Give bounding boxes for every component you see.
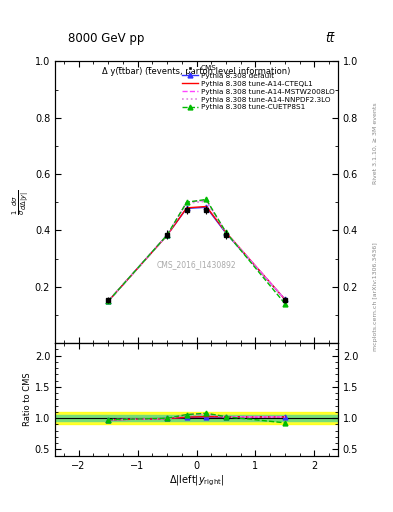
- Pythia 8.308 tune-A14-NNPDF2.3LO: [224, 229, 228, 236]
- Pythia 8.308 tune-CUETP8S1: [224, 229, 228, 236]
- Bar: [55, 415, 338, 421]
- Bar: [55, 412, 338, 424]
- Pythia 8.308 tune-A14-CTEQL1: [184, 205, 189, 211]
- Text: tt̅: tt̅: [325, 32, 335, 45]
- Pythia 8.308 default: [184, 205, 189, 211]
- Y-axis label: Ratio to CMS: Ratio to CMS: [23, 373, 32, 426]
- Pythia 8.308 tune-A14-CTEQL1: [283, 296, 287, 303]
- Pythia 8.308 tune-A14-MSTW2008LO: [224, 229, 228, 236]
- Text: mcplots.cern.ch [arXiv:1306.3436]: mcplots.cern.ch [arXiv:1306.3436]: [373, 243, 378, 351]
- Pythia 8.308 default: [283, 296, 287, 303]
- Line: Pythia 8.308 tune-A14-NNPDF2.3LO: Pythia 8.308 tune-A14-NNPDF2.3LO: [108, 201, 285, 302]
- Pythia 8.308 tune-A14-NNPDF2.3LO: [165, 232, 169, 239]
- Pythia 8.308 default: [224, 230, 228, 237]
- Pythia 8.308 tune-A14-CTEQL1: [165, 232, 169, 239]
- Pythia 8.308 tune-A14-CTEQL1: [106, 298, 110, 305]
- Pythia 8.308 tune-CUETP8S1: [165, 232, 169, 238]
- Pythia 8.308 tune-A14-NNPDF2.3LO: [204, 198, 209, 204]
- Text: 8000 GeV pp: 8000 GeV pp: [68, 32, 144, 45]
- Pythia 8.308 tune-A14-CTEQL1: [224, 229, 228, 236]
- X-axis label: $\Delta|$left$|y_{\rm right}|$: $\Delta|$left$|y_{\rm right}|$: [169, 473, 224, 488]
- Line: Pythia 8.308 default: Pythia 8.308 default: [106, 205, 287, 304]
- Y-axis label: $\frac{1}{\sigma}\frac{d\sigma}{d\Delta|y|}$: $\frac{1}{\sigma}\frac{d\sigma}{d\Delta|…: [11, 189, 31, 215]
- Pythia 8.308 tune-CUETP8S1: [106, 298, 110, 305]
- Legend: CMS, Pythia 8.308 default, Pythia 8.308 tune-A14-CTEQL1, Pythia 8.308 tune-A14-M: CMS, Pythia 8.308 default, Pythia 8.308 …: [180, 63, 336, 112]
- Line: Pythia 8.308 tune-CUETP8S1: Pythia 8.308 tune-CUETP8S1: [106, 197, 287, 306]
- Pythia 8.308 tune-A14-NNPDF2.3LO: [184, 200, 189, 206]
- Pythia 8.308 tune-CUETP8S1: [184, 199, 189, 205]
- Pythia 8.308 tune-A14-MSTW2008LO: [165, 232, 169, 239]
- Line: Pythia 8.308 tune-A14-MSTW2008LO: Pythia 8.308 tune-A14-MSTW2008LO: [108, 200, 285, 302]
- Pythia 8.308 tune-CUETP8S1: [204, 196, 209, 202]
- Pythia 8.308 default: [204, 204, 209, 210]
- Pythia 8.308 tune-CUETP8S1: [283, 301, 287, 307]
- Pythia 8.308 tune-A14-MSTW2008LO: [184, 199, 189, 205]
- Text: CMS_2016_I1430892: CMS_2016_I1430892: [157, 260, 236, 269]
- Pythia 8.308 tune-A14-MSTW2008LO: [204, 197, 209, 203]
- Pythia 8.308 tune-A14-NNPDF2.3LO: [283, 296, 287, 303]
- Pythia 8.308 tune-A14-NNPDF2.3LO: [106, 298, 110, 305]
- Text: Rivet 3.1.10, ≥ 3M events: Rivet 3.1.10, ≥ 3M events: [373, 102, 378, 184]
- Text: Δ y(t̅tbar) (t̅̅events, parton level information): Δ y(t̅tbar) (t̅̅events, parton level inf…: [102, 67, 291, 76]
- Pythia 8.308 tune-A14-MSTW2008LO: [283, 296, 287, 303]
- Pythia 8.308 default: [165, 232, 169, 238]
- Pythia 8.308 default: [106, 298, 110, 305]
- Pythia 8.308 tune-A14-MSTW2008LO: [106, 298, 110, 305]
- Line: Pythia 8.308 tune-A14-CTEQL1: Pythia 8.308 tune-A14-CTEQL1: [108, 206, 285, 302]
- Pythia 8.308 tune-A14-CTEQL1: [204, 203, 209, 209]
